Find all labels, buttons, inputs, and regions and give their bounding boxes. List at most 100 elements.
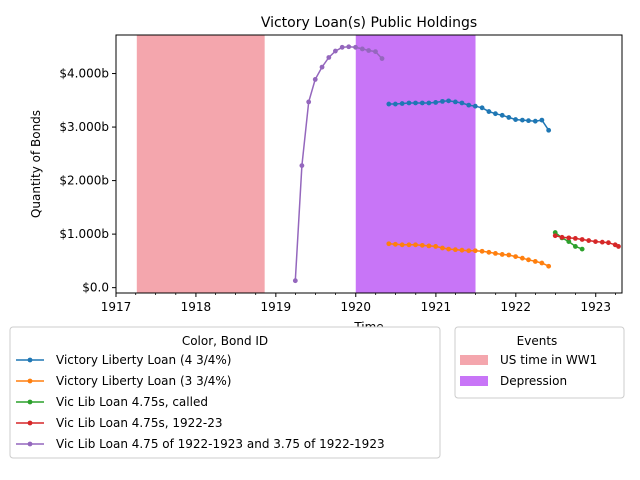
data-point — [346, 44, 352, 50]
x-tick-label: 1920 — [340, 300, 371, 314]
series-legend-title: Color, Bond ID — [182, 334, 268, 348]
data-point — [373, 49, 378, 54]
data-point — [392, 241, 398, 247]
x-tick-label: 1922 — [501, 300, 532, 314]
data-point — [519, 117, 525, 123]
data-point — [606, 240, 611, 246]
data-point — [513, 117, 518, 122]
plot-frame — [115, 34, 623, 294]
legend-label: Victory Liberty Loan (3 3/4%) — [56, 374, 231, 388]
data-point — [366, 48, 372, 53]
data-point — [499, 112, 505, 118]
data-point — [419, 100, 425, 106]
data-point — [426, 100, 432, 106]
legend-patch-swatch — [460, 376, 488, 386]
data-point — [479, 105, 485, 111]
legend-entry: Vic Lib Loan 4.75s, called — [16, 395, 208, 409]
x-tick-label: 1917 — [101, 300, 132, 314]
data-point — [452, 99, 458, 105]
legend-entry: Vic Lib Loan 4.75 of 1922-1923 and 3.75 … — [16, 437, 385, 451]
data-point — [466, 248, 472, 254]
data-point — [486, 249, 492, 255]
series-3 — [552, 233, 621, 249]
data-point — [519, 255, 525, 261]
data-point — [353, 44, 358, 50]
data-point — [599, 239, 605, 245]
data-point — [379, 56, 385, 61]
events-legend-items: US time in WW1 Depression — [460, 353, 597, 388]
data-point — [386, 241, 392, 247]
data-point — [472, 103, 478, 109]
data-point — [539, 117, 545, 123]
legend-entry: Victory Liberty Loan (3 3/4%) — [16, 374, 231, 388]
legend-marker — [27, 420, 33, 426]
legend-entry: Vic Lib Loan 4.75s, 1922-23 — [16, 416, 222, 430]
data-point — [579, 246, 585, 252]
data-point — [586, 238, 592, 243]
data-point — [426, 243, 432, 249]
legend-entry: Victory Liberty Loan (4 3/4%) — [16, 353, 231, 367]
event-band-0 — [136, 35, 265, 293]
y-tick-label: $1.000b — [59, 227, 109, 241]
series-2 — [552, 230, 585, 252]
data-point — [526, 257, 531, 263]
x-tick-label: 1919 — [261, 300, 292, 314]
legend-label: US time in WW1 — [500, 353, 597, 367]
y-tick-label: $0.0 — [82, 281, 109, 295]
data-point — [506, 252, 512, 258]
data-point — [440, 245, 445, 251]
data-point — [446, 246, 451, 252]
data-point — [546, 127, 552, 133]
data-point — [306, 99, 312, 105]
legend-marker — [27, 378, 33, 384]
data-point — [526, 118, 531, 124]
data-point — [552, 233, 558, 239]
event-bands — [136, 35, 476, 293]
data-point — [493, 250, 498, 256]
data-point — [312, 77, 318, 82]
data-point — [566, 239, 572, 245]
series-legend: Color, Bond ID Victory Liberty Loan (4 3… — [9, 326, 441, 459]
plot-area — [115, 34, 623, 294]
data-point — [399, 242, 405, 248]
data-point — [539, 260, 545, 266]
data-point — [572, 244, 578, 249]
data-point — [386, 101, 392, 107]
y-tick-label: $4.000b — [59, 67, 109, 81]
series-legend-items: Victory Liberty Loan (4 3/4%) Victory Lib… — [16, 353, 385, 451]
x-tick-label: 1923 — [580, 300, 611, 314]
y-axis-label: Quantity of Bonds — [29, 110, 43, 218]
legend-entry: US time in WW1 — [460, 353, 597, 367]
legend-patch-swatch — [460, 355, 488, 365]
legend-label: Depression — [500, 374, 567, 388]
y-tick-label: $2.000b — [59, 174, 109, 188]
data-point — [413, 100, 418, 106]
data-point — [493, 111, 498, 117]
data-point — [392, 101, 398, 107]
data-point — [506, 115, 512, 120]
data-point — [326, 55, 332, 60]
event-band-1 — [355, 35, 476, 293]
series-1 — [386, 241, 552, 269]
legend-label: Vic Lib Loan 4.75s, 1922-23 — [56, 416, 222, 430]
data-point — [513, 254, 518, 260]
data-point — [446, 98, 451, 104]
chart-title: Victory Loan(s) Public Holdings — [261, 15, 477, 31]
data-point — [459, 100, 465, 106]
data-point — [440, 98, 445, 104]
data-point — [319, 64, 325, 70]
data-point — [452, 247, 458, 253]
legend-marker — [27, 441, 33, 447]
events-legend: Events US time in WW1 Depression — [454, 326, 625, 399]
series-legend-frame — [9, 326, 441, 459]
data-point — [532, 118, 538, 124]
legend-entry: Depression — [460, 374, 567, 388]
data-point — [579, 237, 585, 242]
series-lines — [292, 44, 621, 284]
data-point — [559, 234, 565, 240]
data-point — [479, 248, 485, 254]
data-point — [433, 100, 439, 105]
series-4 — [292, 44, 385, 284]
y-axis: $0.0 $1.000b $2.000b $3.000b $4.000b — [59, 67, 116, 295]
